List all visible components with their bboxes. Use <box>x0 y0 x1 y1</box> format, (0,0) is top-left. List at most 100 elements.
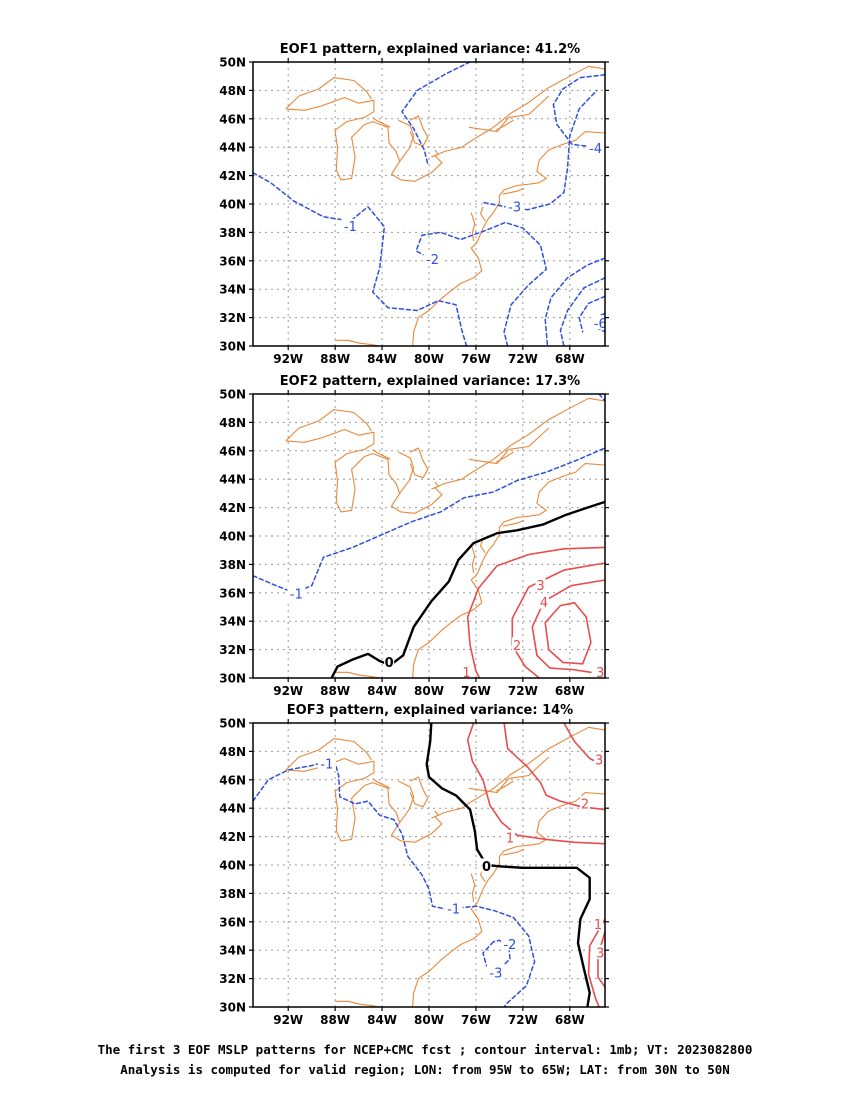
coastline <box>431 481 439 490</box>
contour-label-bg <box>423 251 442 266</box>
coastline <box>372 777 391 789</box>
contour-label-bg <box>594 751 605 766</box>
x-tick-label: 68W <box>555 1013 585 1027</box>
x-tick-label: 88W <box>320 1013 350 1027</box>
contour-positive <box>511 562 605 678</box>
contour-label-bg <box>504 830 515 845</box>
y-tick-label: 36N <box>219 915 246 929</box>
contour-label-bg <box>287 586 306 601</box>
panel-title-eof2: EOF2 pattern, explained variance: 17.3% <box>280 374 580 389</box>
contour-negative <box>333 759 536 1007</box>
y-tick-label: 32N <box>219 311 246 325</box>
contour-label: -3 <box>508 200 521 215</box>
contour-label: -6 <box>594 317 607 332</box>
coastline <box>285 409 372 442</box>
contour-positive <box>466 546 605 678</box>
contour-negative <box>559 277 605 346</box>
y-tick-label: 34N <box>219 944 246 958</box>
axes: 92W 88W 84W 80W 76W 72W 68W 30N 32N 34N 36N 38N 40N 4… <box>219 388 609 698</box>
y-tick-label: 42N <box>219 830 246 844</box>
panel-eof2: EOF2 pattern, explained variance: 17.3% … <box>219 374 609 698</box>
contour-label-bg <box>500 936 519 951</box>
contour-label: -2 <box>503 938 516 953</box>
contour-label: -3 <box>489 966 502 981</box>
contour-label: 3 <box>536 579 544 594</box>
coastline <box>468 95 550 133</box>
coastline <box>468 427 550 465</box>
y-tick-label: 30N <box>219 340 246 354</box>
contour-zero <box>330 500 605 678</box>
contour-negative <box>578 295 605 333</box>
grid <box>253 723 605 1007</box>
x-tick-label: 76W <box>461 684 491 698</box>
x-tick-label: 92W <box>273 352 303 366</box>
y-tick-label: 44N <box>219 802 246 816</box>
contour-label-bg <box>341 218 360 233</box>
y-tick-label: 32N <box>219 972 246 986</box>
coastline <box>409 776 429 808</box>
coastline <box>431 810 439 819</box>
coastline <box>285 757 471 843</box>
x-tick-label: 84W <box>367 352 397 366</box>
coastline <box>285 77 372 110</box>
panel-eof3: EOF3 pattern, explained variance: 14% -1… <box>219 703 609 1027</box>
contour-label: -2 <box>426 253 439 268</box>
coastline <box>502 187 525 195</box>
coastline <box>470 873 476 902</box>
y-tick-label: 40N <box>219 198 246 212</box>
contour-negative <box>483 89 598 211</box>
axes: 92W 88W 84W 80W 76W 72W 68W 30N 32N 34N 36N 38N 40N 4… <box>219 56 609 366</box>
coastline <box>495 119 514 131</box>
coastline <box>412 792 605 1007</box>
x-tick-label: 68W <box>555 684 585 698</box>
contour-positive <box>503 723 605 811</box>
contour-label-bg <box>512 637 522 652</box>
panel-title-eof3: EOF3 pattern, explained variance: 14% <box>287 703 573 718</box>
y-tick-label: 36N <box>219 254 246 268</box>
grid <box>253 394 605 678</box>
coastline <box>470 544 476 573</box>
contour-label-bg <box>595 945 605 960</box>
coastline <box>398 119 415 162</box>
x-tick-label: 92W <box>273 684 303 698</box>
y-tick-label: 50N <box>219 717 246 731</box>
contour-label: 2 <box>581 797 589 812</box>
grid <box>253 62 605 346</box>
y-tick-label: 32N <box>219 643 246 657</box>
y-tick-label: 46N <box>219 112 246 126</box>
contour-label-bg <box>592 916 603 931</box>
contour-label: -1 <box>447 903 460 918</box>
x-tick-label: 88W <box>320 684 350 698</box>
contour-label: 3 <box>595 753 603 768</box>
contour-label: 1 <box>506 832 514 847</box>
y-tick-label: 42N <box>219 169 246 183</box>
coastline <box>480 538 486 554</box>
contour-label-bg <box>586 140 605 155</box>
x-tick-label: 88W <box>320 352 350 366</box>
coastline <box>335 671 380 678</box>
x-tick-label: 72W <box>508 684 538 698</box>
y-tick-label: 42N <box>219 501 246 515</box>
x-tick-label: 84W <box>367 1013 397 1027</box>
y-tick-label: 38N <box>219 558 246 572</box>
panel-title-eof1: EOF1 pattern, explained variance: 41.2% <box>280 42 580 57</box>
contour-label-bg <box>481 858 492 873</box>
contour-label: -4 <box>589 142 602 157</box>
coastline <box>285 96 471 182</box>
y-tick-label: 38N <box>219 887 246 901</box>
x-tick-label: 72W <box>508 352 538 366</box>
coastline <box>502 848 525 856</box>
x-tick-label: 92W <box>273 1013 303 1027</box>
y-tick-label: 44N <box>219 473 246 487</box>
axes: 92W 88W 84W 80W 76W 72W 68W 30N 32N 34N 36N 38N 40N 4… <box>219 717 609 1027</box>
y-tick-label: 40N <box>219 530 246 544</box>
coastline <box>398 780 415 823</box>
y-tick-label: 44N <box>219 141 246 155</box>
contour-label: 1 <box>462 666 470 681</box>
coastline <box>502 519 525 527</box>
contour-label-bg <box>591 315 605 330</box>
panel-eof1: EOF1 pattern, explained variance: 41.2% … <box>219 42 609 366</box>
x-tick-label: 76W <box>461 352 491 366</box>
contour-positive <box>466 723 605 845</box>
